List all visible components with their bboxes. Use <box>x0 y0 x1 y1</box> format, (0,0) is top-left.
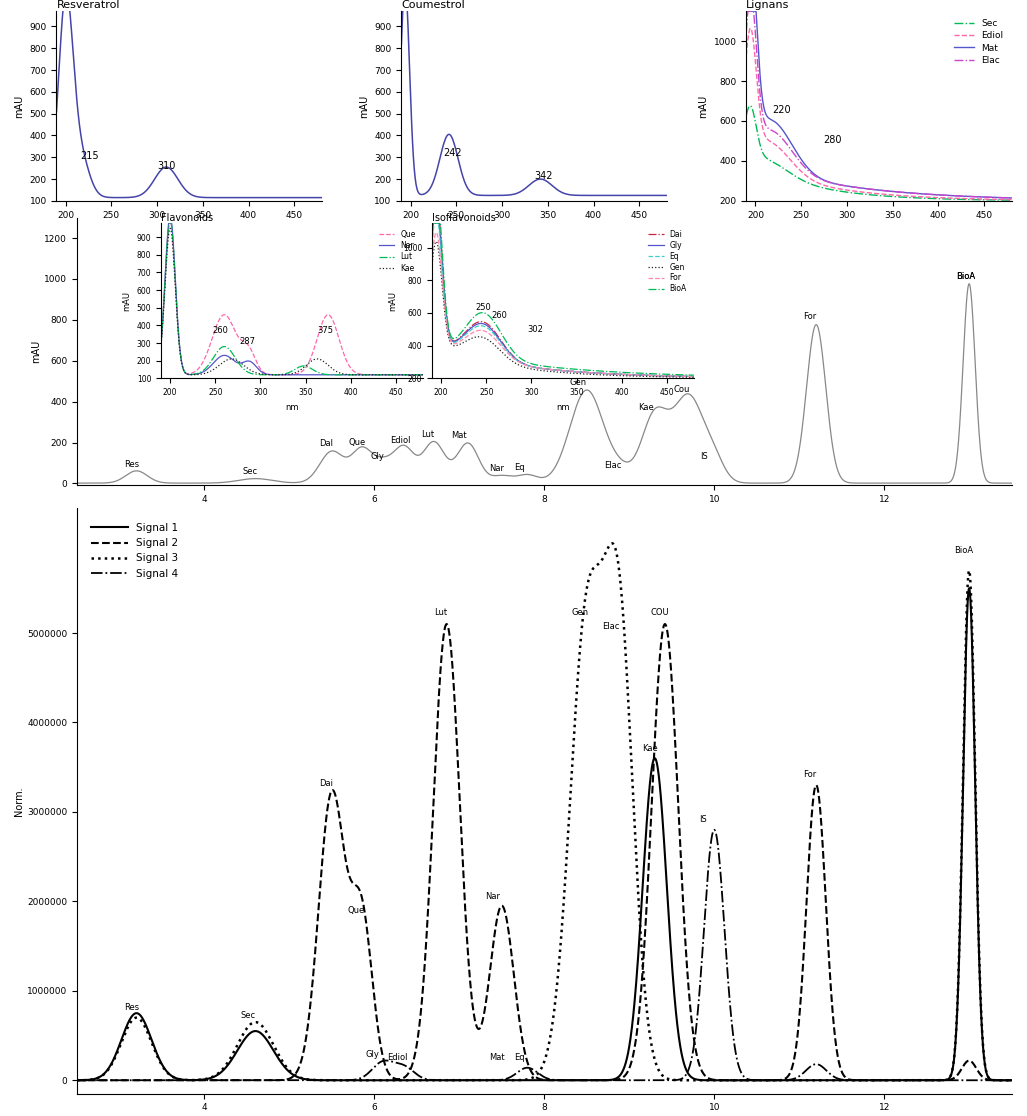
Text: Nar: Nar <box>485 893 500 902</box>
Text: 215: 215 <box>80 152 99 162</box>
Text: 310: 310 <box>157 161 176 171</box>
Y-axis label: Norm.: Norm. <box>14 786 25 816</box>
Text: Mat: Mat <box>489 1054 504 1062</box>
Y-axis label: mAU: mAU <box>14 95 24 117</box>
Text: Gly: Gly <box>370 452 384 461</box>
Text: For: For <box>803 312 816 321</box>
X-axis label: nm: nm <box>871 225 887 235</box>
Y-axis label: mAU: mAU <box>698 95 708 117</box>
Text: Nar: Nar <box>489 464 504 473</box>
X-axis label: nm: nm <box>181 225 197 235</box>
Text: Kae: Kae <box>642 744 657 753</box>
Text: Ediol: Ediol <box>389 436 410 445</box>
Text: Mat: Mat <box>451 431 466 440</box>
Text: Coumestrol: Coumestrol <box>402 0 465 10</box>
Text: Resveratrol: Resveratrol <box>56 0 120 10</box>
Text: BioA: BioA <box>956 272 976 281</box>
Text: BioA: BioA <box>956 272 976 281</box>
Y-axis label: mAU: mAU <box>32 340 41 363</box>
Text: Kae: Kae <box>638 403 653 412</box>
Text: Ediol: Ediol <box>387 1054 408 1062</box>
Text: 342: 342 <box>534 171 553 181</box>
Text: IS: IS <box>699 452 708 461</box>
Y-axis label: mAU: mAU <box>358 95 369 117</box>
Text: Sec: Sec <box>240 1011 256 1020</box>
Text: Gen: Gen <box>570 378 586 387</box>
Text: Que: Que <box>347 906 365 915</box>
X-axis label: nm: nm <box>526 225 542 235</box>
Text: Elac: Elac <box>604 461 621 470</box>
Text: Lut: Lut <box>433 608 447 617</box>
Text: Sec: Sec <box>242 466 258 475</box>
Legend: Sec, Ediol, Mat, Elac: Sec, Ediol, Mat, Elac <box>951 16 1007 68</box>
Text: COU: COU <box>650 608 670 617</box>
Text: 280: 280 <box>823 135 842 145</box>
X-axis label: min: min <box>535 510 554 520</box>
Text: Gen: Gen <box>571 608 588 617</box>
Text: Lignans: Lignans <box>747 0 790 10</box>
Text: Res: Res <box>123 1003 139 1012</box>
Text: IS: IS <box>699 816 707 825</box>
Text: 220: 220 <box>772 105 791 115</box>
Legend: Signal 1, Signal 2, Signal 3, Signal 4: Signal 1, Signal 2, Signal 3, Signal 4 <box>87 519 182 583</box>
Text: Elac: Elac <box>602 623 619 632</box>
Text: Eq: Eq <box>515 463 525 472</box>
Text: BioA: BioA <box>954 546 973 555</box>
Text: Cou: Cou <box>674 385 690 394</box>
Text: Gly: Gly <box>366 1050 380 1059</box>
Text: Lut: Lut <box>421 430 434 439</box>
Text: Que: Que <box>349 437 367 448</box>
Text: Res: Res <box>123 460 139 469</box>
Text: For: For <box>803 770 816 779</box>
Text: 242: 242 <box>444 148 462 158</box>
Text: Dai: Dai <box>319 779 333 788</box>
Text: Eq: Eq <box>515 1054 525 1062</box>
Text: Dal: Dal <box>319 440 333 449</box>
